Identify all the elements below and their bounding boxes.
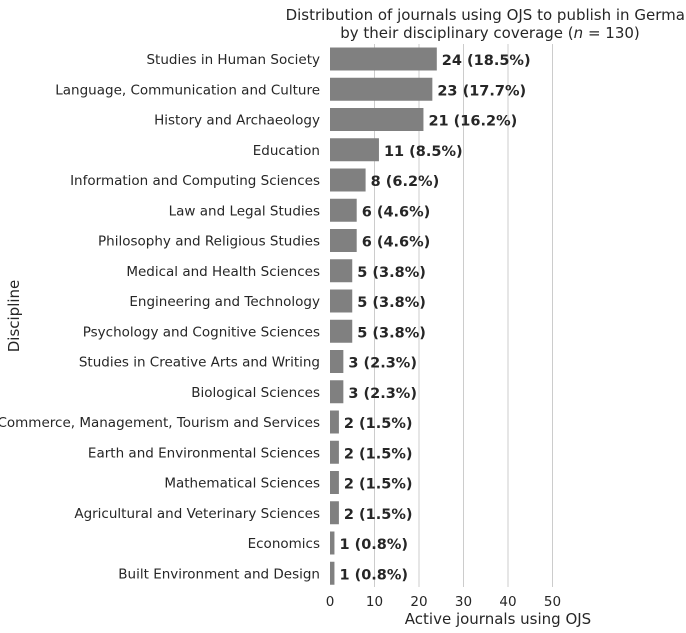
x-tick-10: 10 [366, 594, 383, 610]
x-tick-40: 40 [499, 594, 516, 610]
value-label-0: 24 (18.5%) [442, 53, 531, 69]
x-tick-20: 20 [410, 594, 427, 610]
value-labels: 24 (18.5%) 23 (17.7%) 21 (16.2%) 11 (8.5%) 8… [339, 53, 530, 583]
category-label-3: Education [253, 143, 320, 159]
value-label-4: 8 (6.2%) [371, 174, 440, 190]
x-tick-0: 0 [326, 594, 335, 610]
value-label-11: 3 (2.3%) [348, 386, 417, 402]
bar-16 [330, 531, 335, 555]
chart-title-line2-suffix: = 130) [583, 24, 640, 42]
value-label-13: 2 (1.5%) [344, 446, 413, 462]
bar-6 [330, 229, 357, 252]
category-label-8: Engineering and Technology [129, 294, 320, 310]
bar-8 [330, 289, 353, 313]
category-label-9: Psychology and Cognitive Sciences [83, 324, 320, 340]
bar-3 [330, 138, 379, 162]
value-label-6: 6 (4.6%) [362, 235, 431, 251]
x-tick-50: 50 [544, 594, 561, 610]
category-label-4: Information and Computing Sciences [70, 173, 320, 189]
x-gridlines [374, 44, 553, 587]
category-label-16: Economics [248, 536, 320, 552]
x-tick-labels: 0 10 20 30 40 50 [326, 594, 561, 610]
bar-10 [330, 350, 344, 373]
bar-17 [330, 561, 335, 585]
bar-5 [330, 198, 357, 222]
bar-13 [330, 440, 339, 464]
value-label-17: 1 (0.8%) [339, 567, 408, 583]
value-label-3: 11 (8.5%) [384, 144, 463, 160]
category-label-5: Law and Legal Studies [169, 203, 320, 219]
value-label-5: 6 (4.6%) [362, 204, 431, 220]
value-label-12: 2 (1.5%) [344, 416, 413, 432]
bar-14 [330, 471, 339, 494]
y-axis-title: Discipline [5, 280, 23, 353]
category-label-7: Medical and Health Sciences [126, 264, 320, 280]
value-label-8: 5 (3.8%) [357, 295, 426, 311]
category-label-11: Biological Sciences [191, 385, 320, 401]
value-label-7: 5 (3.8%) [357, 265, 426, 281]
category-label-6: Philosophy and Religious Studies [98, 234, 320, 250]
category-label-1: Language, Communication and Culture [55, 82, 320, 98]
category-label-12: Commerce, Management, Tourism and Servic… [0, 415, 320, 431]
category-label-15: Agricultural and Veterinary Sciences [74, 506, 320, 522]
category-label-14: Mathematical Sciences [164, 476, 320, 492]
bar-7 [330, 259, 353, 283]
bar-12 [330, 410, 339, 434]
category-label-13: Earth and Environmental Sciences [88, 445, 320, 461]
bar-9 [330, 319, 353, 343]
x-axis-title: Active journals using OJS [405, 610, 591, 628]
value-label-2: 21 (16.2%) [428, 114, 517, 130]
value-label-15: 2 (1.5%) [344, 507, 413, 523]
value-label-16: 1 (0.8%) [339, 537, 408, 553]
category-labels: Studies in Human Society Language, Commun… [0, 52, 320, 582]
chart-title-line2-italic: n [574, 24, 584, 42]
value-label-14: 2 (1.5%) [344, 477, 413, 493]
bar-4 [330, 168, 366, 192]
bar-11 [330, 380, 344, 404]
value-label-9: 5 (3.8%) [357, 325, 426, 341]
x-tick-30: 30 [455, 594, 472, 610]
category-label-0: Studies in Human Society [146, 52, 320, 68]
category-label-2: History and Archaeology [154, 113, 320, 129]
category-label-10: Studies in Creative Arts and Writing [79, 355, 320, 371]
value-label-10: 3 (2.3%) [348, 356, 417, 372]
chart-title-line2-prefix: by their disciplinary coverage ( [340, 24, 573, 42]
bar-2 [330, 108, 424, 131]
category-label-17: Built Environment and Design [118, 566, 320, 582]
value-label-1: 23 (17.7%) [437, 83, 526, 99]
chart-title-line2: by their disciplinary coverage (n = 130) [340, 24, 640, 42]
bars [330, 47, 437, 585]
chart-title-line1: Distribution of journals using OJS to pu… [286, 6, 686, 24]
bar-1 [330, 77, 433, 101]
bar-0 [330, 47, 437, 71]
bar-15 [330, 501, 339, 525]
